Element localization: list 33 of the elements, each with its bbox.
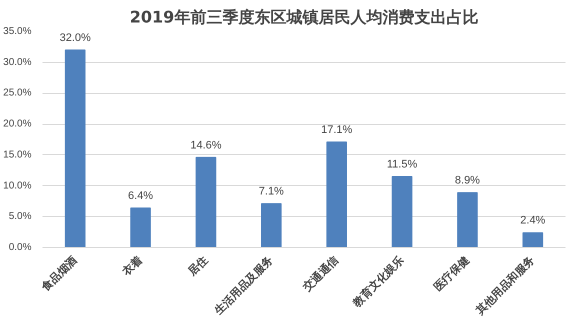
data-label: 6.4% [128, 190, 154, 202]
bar [261, 203, 282, 248]
data-label: 14.6% [190, 139, 222, 152]
data-label: 11.5% [386, 158, 418, 171]
data-label: 7.1% [258, 186, 284, 198]
y-tick-label: 10.0% [3, 180, 32, 192]
bar [130, 208, 151, 248]
data-label: 32.0% [60, 32, 91, 44]
x-tick-label: 教育文化娱乐 [350, 254, 406, 310]
x-tick-label: 医疗保健 [431, 254, 472, 294]
y-tick-label: 15.0% [3, 149, 32, 160]
y-tick-label: 0.0% [8, 242, 32, 253]
bar [522, 232, 544, 248]
data-label: 8.9% [454, 174, 480, 187]
chart-title: 2019年前三季度东区城镇居民人均消费支出占比 [130, 8, 478, 26]
x-tick-label: 交通通信 [300, 254, 341, 295]
x-tick-label: 居住 [185, 254, 210, 280]
x-tick-label: 衣着 [119, 254, 145, 280]
y-tick-label: 5.0% [8, 211, 32, 222]
x-tick-label: 其他用品和服务 [472, 254, 538, 318]
bar [326, 141, 347, 248]
x-tick-label: 生活用品及服务 [211, 254, 276, 318]
bar [457, 192, 478, 248]
y-tick-label: 30.0% [3, 56, 32, 68]
bar [196, 156, 216, 248]
y-tick-label: 25.0% [3, 88, 32, 99]
x-tick-label: 食品烟酒 [38, 254, 80, 295]
data-label: 17.1% [321, 124, 352, 136]
data-label: 2.4% [520, 214, 546, 227]
y-tick-label: 35.0% [3, 26, 32, 37]
bar [64, 50, 86, 248]
y-tick-label: 20.0% [3, 118, 32, 130]
bar [392, 176, 412, 248]
